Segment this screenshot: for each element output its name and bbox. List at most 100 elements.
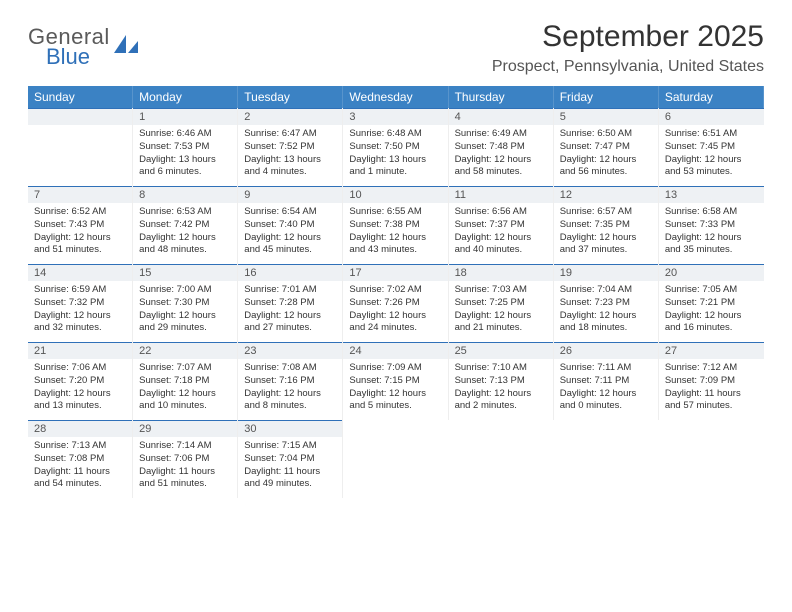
sunrise-line: Sunrise: 7:14 AM xyxy=(139,440,231,453)
day-cell: 23Sunrise: 7:08 AMSunset: 7:16 PMDayligh… xyxy=(238,342,343,420)
day-cell: 10Sunrise: 6:55 AMSunset: 7:38 PMDayligh… xyxy=(343,186,448,264)
day-body: Sunrise: 6:58 AMSunset: 7:33 PMDaylight:… xyxy=(659,203,764,261)
day-number: 9 xyxy=(238,186,342,203)
sunset-line: Sunset: 7:09 PM xyxy=(665,375,758,388)
sunrise-line: Sunrise: 7:15 AM xyxy=(244,440,336,453)
week-row: 1Sunrise: 6:46 AMSunset: 7:53 PMDaylight… xyxy=(28,108,764,186)
sunset-line: Sunset: 7:04 PM xyxy=(244,453,336,466)
daylight-line: Daylight: 12 hours and 29 minutes. xyxy=(139,310,231,336)
day-body: Sunrise: 6:52 AMSunset: 7:43 PMDaylight:… xyxy=(28,203,132,261)
header: General Blue September 2025 Prospect, Pe… xyxy=(28,20,764,76)
day-number: 24 xyxy=(343,342,447,359)
daylight-line: Daylight: 12 hours and 13 minutes. xyxy=(34,388,126,414)
day-cell: 26Sunrise: 7:11 AMSunset: 7:11 PMDayligh… xyxy=(554,342,659,420)
week-row: 7Sunrise: 6:52 AMSunset: 7:43 PMDaylight… xyxy=(28,186,764,264)
day-cell: 18Sunrise: 7:03 AMSunset: 7:25 PMDayligh… xyxy=(449,264,554,342)
day-cell: 21Sunrise: 7:06 AMSunset: 7:20 PMDayligh… xyxy=(28,342,133,420)
day-body xyxy=(449,437,554,487)
day-body: Sunrise: 7:10 AMSunset: 7:13 PMDaylight:… xyxy=(449,359,553,417)
sunrise-line: Sunrise: 7:02 AM xyxy=(349,284,441,297)
sunset-line: Sunset: 7:32 PM xyxy=(34,297,126,310)
dow-cell: Sunday xyxy=(28,86,133,108)
sunrise-line: Sunrise: 7:09 AM xyxy=(349,362,441,375)
day-cell: 5Sunrise: 6:50 AMSunset: 7:47 PMDaylight… xyxy=(554,108,659,186)
sunset-line: Sunset: 7:33 PM xyxy=(665,219,758,232)
sunset-line: Sunset: 7:23 PM xyxy=(560,297,652,310)
sunrise-line: Sunrise: 6:58 AM xyxy=(665,206,758,219)
day-number: 26 xyxy=(554,342,658,359)
daylight-line: Daylight: 12 hours and 43 minutes. xyxy=(349,232,441,258)
day-number: 19 xyxy=(554,264,658,281)
daylight-line: Daylight: 12 hours and 27 minutes. xyxy=(244,310,336,336)
sunrise-line: Sunrise: 7:01 AM xyxy=(244,284,336,297)
day-number: 3 xyxy=(343,108,447,125)
day-body: Sunrise: 7:12 AMSunset: 7:09 PMDaylight:… xyxy=(659,359,764,417)
daylight-line: Daylight: 13 hours and 1 minute. xyxy=(349,154,441,180)
day-body xyxy=(659,437,764,487)
day-number xyxy=(28,108,132,125)
day-body: Sunrise: 7:02 AMSunset: 7:26 PMDaylight:… xyxy=(343,281,447,339)
sunset-line: Sunset: 7:18 PM xyxy=(139,375,231,388)
day-cell: 8Sunrise: 6:53 AMSunset: 7:42 PMDaylight… xyxy=(133,186,238,264)
day-cell: 13Sunrise: 6:58 AMSunset: 7:33 PMDayligh… xyxy=(659,186,764,264)
day-body: Sunrise: 7:05 AMSunset: 7:21 PMDaylight:… xyxy=(659,281,764,339)
day-body: Sunrise: 6:51 AMSunset: 7:45 PMDaylight:… xyxy=(659,125,764,183)
day-number: 15 xyxy=(133,264,237,281)
day-cell: 3Sunrise: 6:48 AMSunset: 7:50 PMDaylight… xyxy=(343,108,448,186)
daylight-line: Daylight: 12 hours and 0 minutes. xyxy=(560,388,652,414)
day-body: Sunrise: 7:07 AMSunset: 7:18 PMDaylight:… xyxy=(133,359,237,417)
day-cell: 15Sunrise: 7:00 AMSunset: 7:30 PMDayligh… xyxy=(133,264,238,342)
day-cell: 29Sunrise: 7:14 AMSunset: 7:06 PMDayligh… xyxy=(133,420,238,498)
day-number: 29 xyxy=(133,420,237,437)
sunrise-line: Sunrise: 7:13 AM xyxy=(34,440,126,453)
day-cell: 30Sunrise: 7:15 AMSunset: 7:04 PMDayligh… xyxy=(238,420,343,498)
dow-cell: Tuesday xyxy=(238,86,343,108)
daylight-line: Daylight: 12 hours and 56 minutes. xyxy=(560,154,652,180)
day-number: 12 xyxy=(554,186,658,203)
sunrise-line: Sunrise: 6:55 AM xyxy=(349,206,441,219)
brand-sail-icon xyxy=(112,33,140,62)
day-body: Sunrise: 7:08 AMSunset: 7:16 PMDaylight:… xyxy=(238,359,342,417)
daylight-line: Daylight: 12 hours and 48 minutes. xyxy=(139,232,231,258)
sunset-line: Sunset: 7:40 PM xyxy=(244,219,336,232)
sunset-line: Sunset: 7:43 PM xyxy=(34,219,126,232)
sunset-line: Sunset: 7:53 PM xyxy=(139,141,231,154)
week-row: 21Sunrise: 7:06 AMSunset: 7:20 PMDayligh… xyxy=(28,342,764,420)
day-body: Sunrise: 7:06 AMSunset: 7:20 PMDaylight:… xyxy=(28,359,132,417)
week-row: 28Sunrise: 7:13 AMSunset: 7:08 PMDayligh… xyxy=(28,420,764,498)
day-cell: 19Sunrise: 7:04 AMSunset: 7:23 PMDayligh… xyxy=(554,264,659,342)
day-cell: 1Sunrise: 6:46 AMSunset: 7:53 PMDaylight… xyxy=(133,108,238,186)
sunset-line: Sunset: 7:35 PM xyxy=(560,219,652,232)
brand-logo: General Blue xyxy=(28,26,140,68)
day-cell xyxy=(554,420,659,498)
daylight-line: Daylight: 12 hours and 37 minutes. xyxy=(560,232,652,258)
day-body: Sunrise: 7:09 AMSunset: 7:15 PMDaylight:… xyxy=(343,359,447,417)
daylight-line: Daylight: 12 hours and 21 minutes. xyxy=(455,310,547,336)
brand-text: General Blue xyxy=(28,26,110,68)
sunset-line: Sunset: 7:30 PM xyxy=(139,297,231,310)
day-number: 17 xyxy=(343,264,447,281)
day-number: 16 xyxy=(238,264,342,281)
sunrise-line: Sunrise: 7:04 AM xyxy=(560,284,652,297)
day-body: Sunrise: 7:14 AMSunset: 7:06 PMDaylight:… xyxy=(133,437,237,495)
day-number: 25 xyxy=(449,342,553,359)
sunrise-line: Sunrise: 6:48 AM xyxy=(349,128,441,141)
sunset-line: Sunset: 7:13 PM xyxy=(455,375,547,388)
daylight-line: Daylight: 12 hours and 51 minutes. xyxy=(34,232,126,258)
dow-cell: Thursday xyxy=(449,86,554,108)
day-body xyxy=(28,125,132,175)
day-number: 20 xyxy=(659,264,764,281)
day-number: 21 xyxy=(28,342,132,359)
day-body: Sunrise: 7:15 AMSunset: 7:04 PMDaylight:… xyxy=(238,437,342,495)
sunrise-line: Sunrise: 6:47 AM xyxy=(244,128,336,141)
day-body: Sunrise: 6:46 AMSunset: 7:53 PMDaylight:… xyxy=(133,125,237,183)
day-cell: 7Sunrise: 6:52 AMSunset: 7:43 PMDaylight… xyxy=(28,186,133,264)
daylight-line: Daylight: 12 hours and 53 minutes. xyxy=(665,154,758,180)
day-cell: 2Sunrise: 6:47 AMSunset: 7:52 PMDaylight… xyxy=(238,108,343,186)
daylight-line: Daylight: 12 hours and 5 minutes. xyxy=(349,388,441,414)
day-body: Sunrise: 6:49 AMSunset: 7:48 PMDaylight:… xyxy=(449,125,553,183)
sunrise-line: Sunrise: 7:03 AM xyxy=(455,284,547,297)
sunrise-line: Sunrise: 7:08 AM xyxy=(244,362,336,375)
day-body: Sunrise: 6:55 AMSunset: 7:38 PMDaylight:… xyxy=(343,203,447,261)
day-body xyxy=(554,437,659,487)
